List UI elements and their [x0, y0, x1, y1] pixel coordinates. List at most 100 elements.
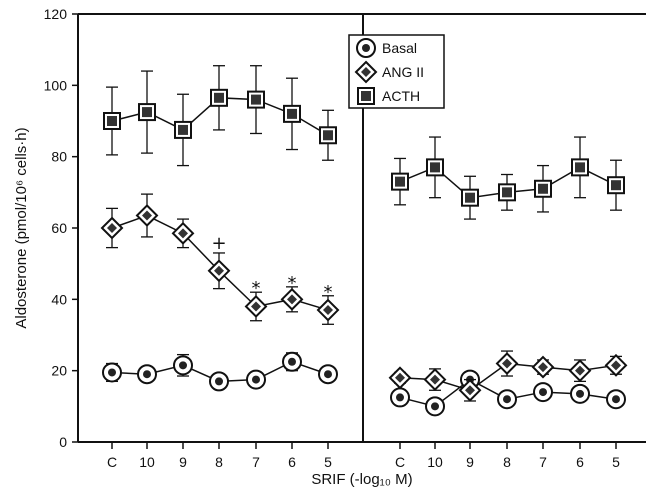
legend-marker-acth: [357, 87, 375, 105]
data-point-ang-ii: [495, 352, 519, 375]
data-point-ang-ii-inner: [538, 362, 548, 373]
data-point-basal: [606, 389, 626, 410]
data-point-acth: [498, 183, 516, 202]
data-point-ang-ii: [531, 355, 555, 379]
data-point-basal-inner: [215, 377, 223, 386]
data-point-basal-inner: [431, 402, 439, 411]
significance-asterisk: *: [252, 278, 261, 299]
significance-asterisk: *: [324, 282, 333, 303]
series-acth-right: [391, 136, 625, 220]
significance-plus: +: [211, 233, 226, 254]
x-tick-label: 7: [539, 454, 547, 470]
x-tick-label: 6: [576, 454, 584, 470]
data-point-ang-ii: [207, 259, 231, 283]
data-point-acth-inner: [430, 162, 440, 173]
data-point-basal: [318, 364, 338, 385]
legend-marker-ang-ii-inner: [361, 67, 371, 77]
y-tick-label: 100: [44, 77, 68, 93]
x-tick-label: 9: [466, 454, 474, 470]
x-tick-label: 9: [179, 454, 187, 470]
data-point-acth-inner: [142, 107, 152, 118]
data-point-ang-ii: [171, 221, 195, 245]
data-point-ang-ii-inner: [575, 365, 585, 376]
x-tick-label: 10: [139, 454, 155, 470]
y-axis-label: Aldosterone (pmol/10⁶ cells·h): [13, 127, 30, 328]
data-point-basal: [209, 371, 229, 392]
legend-item-acth: ACTH: [357, 87, 420, 105]
data-point-ang-ii: [458, 378, 482, 402]
data-point-acth: [103, 112, 121, 130]
data-point-ang-ii-inner: [430, 374, 440, 385]
data-point-acth-inner: [575, 162, 585, 173]
data-point-ang-ii: [100, 216, 124, 240]
data-point-basal: [570, 383, 590, 404]
data-point-basal-inner: [324, 370, 332, 379]
data-point-acth: [210, 88, 228, 107]
data-point-acth-inner: [251, 94, 261, 105]
data-point-ang-ii: [604, 353, 628, 377]
data-point-acth: [283, 104, 301, 123]
y-tick-label: 20: [51, 363, 67, 379]
x-tick-label: 7: [252, 454, 260, 470]
data-point-acth: [571, 158, 589, 177]
x-ticks: C 10 9 8 7 6 5 C 10 9 8 7 6 5: [107, 442, 620, 470]
data-point-acth-inner: [538, 183, 548, 194]
data-point-ang-ii-inner: [214, 265, 224, 276]
y-tick-label: 60: [51, 220, 67, 236]
x-axis-label: SRIF (-log₁₀ M): [311, 471, 412, 488]
data-point-basal: [102, 362, 122, 383]
data-point-basal: [137, 364, 157, 385]
data-point-acth-inner: [214, 92, 224, 103]
data-point-acth: [534, 179, 552, 198]
legend-marker-basal-inner: [362, 44, 370, 52]
legend-marker-ang-ii: [354, 60, 378, 84]
data-point-ang-ii-inner: [611, 360, 621, 371]
legend-marker-basal: [356, 38, 376, 58]
y-ticks: 0 20 40 60 80 100 120: [44, 6, 78, 450]
x-tick-label: 5: [612, 454, 620, 470]
series-ang-ii-right: [388, 350, 628, 402]
data-point-acth: [247, 90, 265, 109]
data-point-basal: [173, 355, 193, 376]
data-point-acth: [391, 172, 409, 191]
data-point-basal: [533, 382, 553, 403]
data-point-ang-ii-inner: [323, 305, 333, 316]
legend-item-ang-ii: ANG II: [354, 60, 424, 84]
data-point-acth-inner: [178, 124, 188, 135]
data-point-ang-ii-inner: [502, 358, 512, 369]
x-tick-label: 10: [427, 454, 443, 470]
data-point-ang-ii-inner: [465, 385, 475, 396]
significance-asterisk: *: [288, 273, 297, 294]
data-point-acth: [461, 188, 479, 207]
data-point-basal-inner: [503, 395, 511, 404]
y-tick-label: 120: [44, 6, 68, 22]
data-point-acth-inner: [611, 180, 621, 191]
x-tick-label: 8: [503, 454, 511, 470]
series-acth-left: [103, 65, 337, 167]
data-point-acth: [607, 176, 625, 195]
x-tick-label: C: [395, 454, 405, 470]
data-point-acth: [174, 120, 192, 139]
data-point-acth-inner: [323, 130, 333, 141]
data-point-basal: [282, 351, 302, 372]
series-basal-left: [102, 351, 338, 392]
data-point-acth-inner: [395, 176, 405, 187]
data-point-ang-ii: [423, 368, 447, 391]
data-point-basal-inner: [108, 368, 116, 377]
data-point-basal-inner: [612, 395, 620, 404]
data-point-basal: [497, 389, 517, 410]
legend-marker-acth-inner: [361, 91, 371, 101]
data-point-ang-ii-inner: [142, 210, 152, 221]
data-point-ang-ii-inner: [178, 228, 188, 239]
data-point-ang-ii: [388, 366, 412, 390]
data-point-acth: [426, 158, 444, 177]
data-point-acth-inner: [502, 187, 512, 198]
data-point-basal-inner: [143, 370, 151, 379]
data-point-acth-inner: [465, 192, 475, 203]
legend-item-basal: Basal: [356, 38, 417, 58]
data-point-basal: [390, 387, 410, 408]
data-point-ang-ii-inner: [287, 294, 297, 305]
x-tick-label: C: [107, 454, 117, 470]
x-tick-label: 8: [215, 454, 223, 470]
